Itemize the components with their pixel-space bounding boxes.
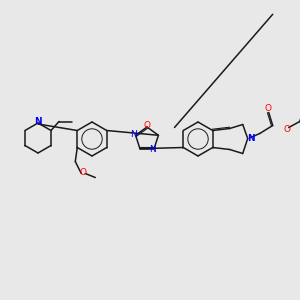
Text: O: O (264, 104, 271, 113)
Text: O: O (143, 121, 151, 130)
Text: N: N (149, 145, 155, 154)
Text: O: O (80, 168, 87, 177)
Text: N: N (34, 118, 42, 127)
Text: N: N (130, 130, 137, 139)
Text: N: N (247, 134, 254, 143)
Text: O: O (283, 125, 290, 134)
